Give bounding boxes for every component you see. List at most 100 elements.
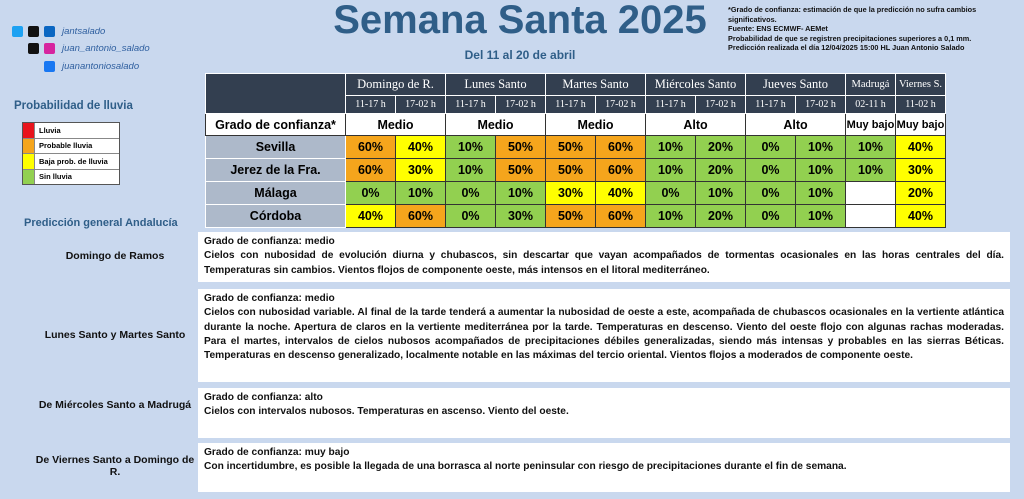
notes: *Grado de confianza: estimación de que l… <box>728 5 1018 53</box>
probability: 60% <box>345 158 396 182</box>
period-header: 17-02 h <box>395 95 446 114</box>
probability: 30% <box>895 158 946 182</box>
probability: 10% <box>645 204 696 228</box>
forecast-text: Con incertidumbre, es posible la llegada… <box>204 461 847 473</box>
probability: 50% <box>545 135 596 159</box>
forecast-box: Grado de confianza: alto Cielos con inter… <box>198 388 1010 438</box>
probability: 30% <box>395 158 446 182</box>
legend-label: Sin lluvia <box>39 172 72 182</box>
note: Fuente: ENS ECMWF- AEMet <box>728 24 828 33</box>
probability: 10% <box>845 158 896 182</box>
probability: 60% <box>595 204 646 228</box>
empty-cell <box>845 181 896 205</box>
probability: 60% <box>595 158 646 182</box>
probability: 0% <box>745 158 796 182</box>
legend-swatch <box>23 154 35 169</box>
probability: 10% <box>795 181 846 205</box>
probability: 0% <box>445 181 496 205</box>
social-handle: jantsalado <box>62 26 106 37</box>
instagram-icon <box>44 43 55 54</box>
period-header: 11-02 h <box>895 95 946 114</box>
legend-label: Baja prob. de lluvia <box>39 156 108 166</box>
probability: 10% <box>445 158 496 182</box>
city: Jerez de la Fra. <box>205 158 346 182</box>
x-icon <box>28 26 39 37</box>
confidence-label: Grado de confianza* <box>205 113 346 136</box>
legend: Lluvia Probable lluvia Baja prob. de lluvi… <box>22 122 120 185</box>
period-header: 11-17 h <box>445 95 496 114</box>
city-row: Jerez de la Fra. 60% 30% 10% 50% 50% 60% 10% 20%… <box>205 158 946 182</box>
legend-label: Lluvia <box>39 125 61 135</box>
probability: 40% <box>595 181 646 205</box>
forecast-period: De Miércoles Santo a Madrugá <box>38 399 192 411</box>
probability: 20% <box>895 181 946 205</box>
probability: 10% <box>795 158 846 182</box>
confidence: Alto <box>645 113 746 136</box>
forecast-text: Cielos con nubosidad de evolución diurna… <box>204 250 1004 276</box>
probability: 50% <box>545 158 596 182</box>
period-header: 02-11 h <box>845 95 896 114</box>
day-header: Madrugá <box>845 73 896 96</box>
day-header: Viernes S. <box>895 73 946 96</box>
note: Predicción realizada el día 12/04/2025 1… <box>728 43 965 52</box>
probability: 0% <box>645 181 696 205</box>
probability: 50% <box>545 204 596 228</box>
probability: 10% <box>645 158 696 182</box>
linkedin-icon <box>44 26 55 37</box>
forecast-title: Predicción general Andalucía <box>24 217 178 229</box>
period-header: 17-02 h <box>695 95 746 114</box>
confidence: Muy bajo <box>845 113 896 136</box>
legend-swatch <box>23 123 35 138</box>
probability: 40% <box>395 135 446 159</box>
forecast-period: Domingo de Ramos <box>65 250 165 262</box>
confidence: Medio <box>445 113 546 136</box>
day-header: Lunes Santo <box>445 73 546 96</box>
title: Semana Santa 2025 <box>333 0 707 42</box>
probability: 60% <box>395 204 446 228</box>
forecast-text: Cielos con intervalos nubosos. Temperatu… <box>204 406 569 418</box>
forecast-box: Grado de confianza: muy bajo Con incertid… <box>198 443 1010 492</box>
probability: 20% <box>695 135 746 159</box>
probability: 60% <box>345 135 396 159</box>
probability: 40% <box>895 135 946 159</box>
legend-item: Probable lluvia <box>23 138 119 154</box>
social-handle: juanantoniosalado <box>62 61 140 72</box>
probability: 0% <box>745 135 796 159</box>
legend-label: Probable lluvia <box>39 141 93 151</box>
forecast-confidence: Grado de confianza: medio <box>204 236 335 247</box>
probability: 10% <box>695 181 746 205</box>
period-header: 11-17 h <box>545 95 596 114</box>
note: Probabilidad de que se registren precipi… <box>728 33 972 43</box>
social-handle: juan_antonio_salado <box>62 43 150 54</box>
probability: 20% <box>695 158 746 182</box>
probability: 0% <box>745 181 796 205</box>
forecast-confidence: Grado de confianza: alto <box>204 392 323 403</box>
legend-item: Lluvia <box>23 123 119 139</box>
forecast-table: Domingo de R. Lunes Santo Martes Santo Miér… <box>205 73 946 228</box>
legend-title: Probabilidad de lluvia <box>14 100 133 112</box>
forecast-text: Cielos con nubosidad variable. Al final … <box>204 307 1004 362</box>
day-header: Jueves Santo <box>745 73 846 96</box>
forecast-period: De Viernes Santo a Domingo de R. <box>35 453 195 478</box>
empty-cell <box>845 204 896 228</box>
probability: 0% <box>745 204 796 228</box>
probability: 0% <box>345 181 396 205</box>
probability: 10% <box>645 135 696 159</box>
probability: 30% <box>545 181 596 205</box>
day-row: Domingo de R. Lunes Santo Martes Santo Miér… <box>205 73 946 114</box>
tiktok-icon <box>28 43 39 54</box>
legend-item: Baja prob. de lluvia <box>23 154 119 170</box>
legend-swatch <box>23 138 35 153</box>
probability: 40% <box>345 204 396 228</box>
city-row: Málaga 0% 10% 0% 10% 30% 40% 0% 10% 0% 10% 20% <box>205 181 946 205</box>
period-header: 11-17 h <box>345 95 396 114</box>
city-row: Sevilla 60% 40% 10% 50% 50% 60% 10% 20% 0% 10% 10% 4… <box>205 135 946 159</box>
probability: 60% <box>595 135 646 159</box>
legend-item: Sin lluvia <box>23 169 119 184</box>
confidence: Medio <box>345 113 446 136</box>
period-header: 11-17 h <box>645 95 696 114</box>
probability: 50% <box>495 135 546 159</box>
probability: 10% <box>445 135 496 159</box>
probability: 50% <box>495 158 546 182</box>
